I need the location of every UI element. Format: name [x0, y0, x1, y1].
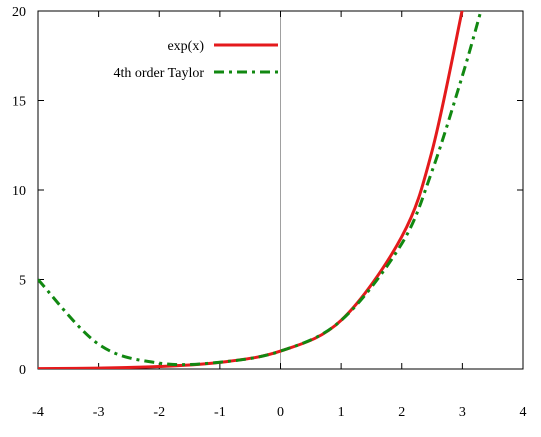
x-tick-label: 3	[459, 405, 466, 420]
x-tick-label: 1	[338, 405, 345, 420]
series-layer	[38, 11, 483, 369]
y-tick-label: 15	[12, 95, 26, 110]
series-line-0	[38, 11, 464, 369]
x-tick-label: 2	[398, 405, 405, 420]
axis-tick-labels: -4 -3 -2 -1 0 1 2 3 4 0 5 10 15 20	[12, 5, 527, 420]
x-tick-label: -4	[32, 405, 44, 420]
x-tick-label: -2	[153, 405, 165, 420]
legend: exp(x) 4th order Taylor	[113, 39, 278, 81]
x-tick-label: -1	[214, 405, 226, 420]
x-tick-label: -3	[93, 405, 105, 420]
series-line-1	[38, 11, 483, 367]
x-tick-label: 4	[520, 405, 527, 420]
y-tick-label: 5	[19, 274, 26, 289]
y-tick-label: 10	[12, 184, 26, 199]
x-tick-label: 0	[277, 405, 284, 420]
legend-label-0: exp(x)	[167, 39, 204, 54]
legend-label-1: 4th order Taylor	[113, 66, 204, 81]
y-tick-label: 0	[19, 363, 26, 378]
y-tick-label: 20	[12, 5, 26, 20]
